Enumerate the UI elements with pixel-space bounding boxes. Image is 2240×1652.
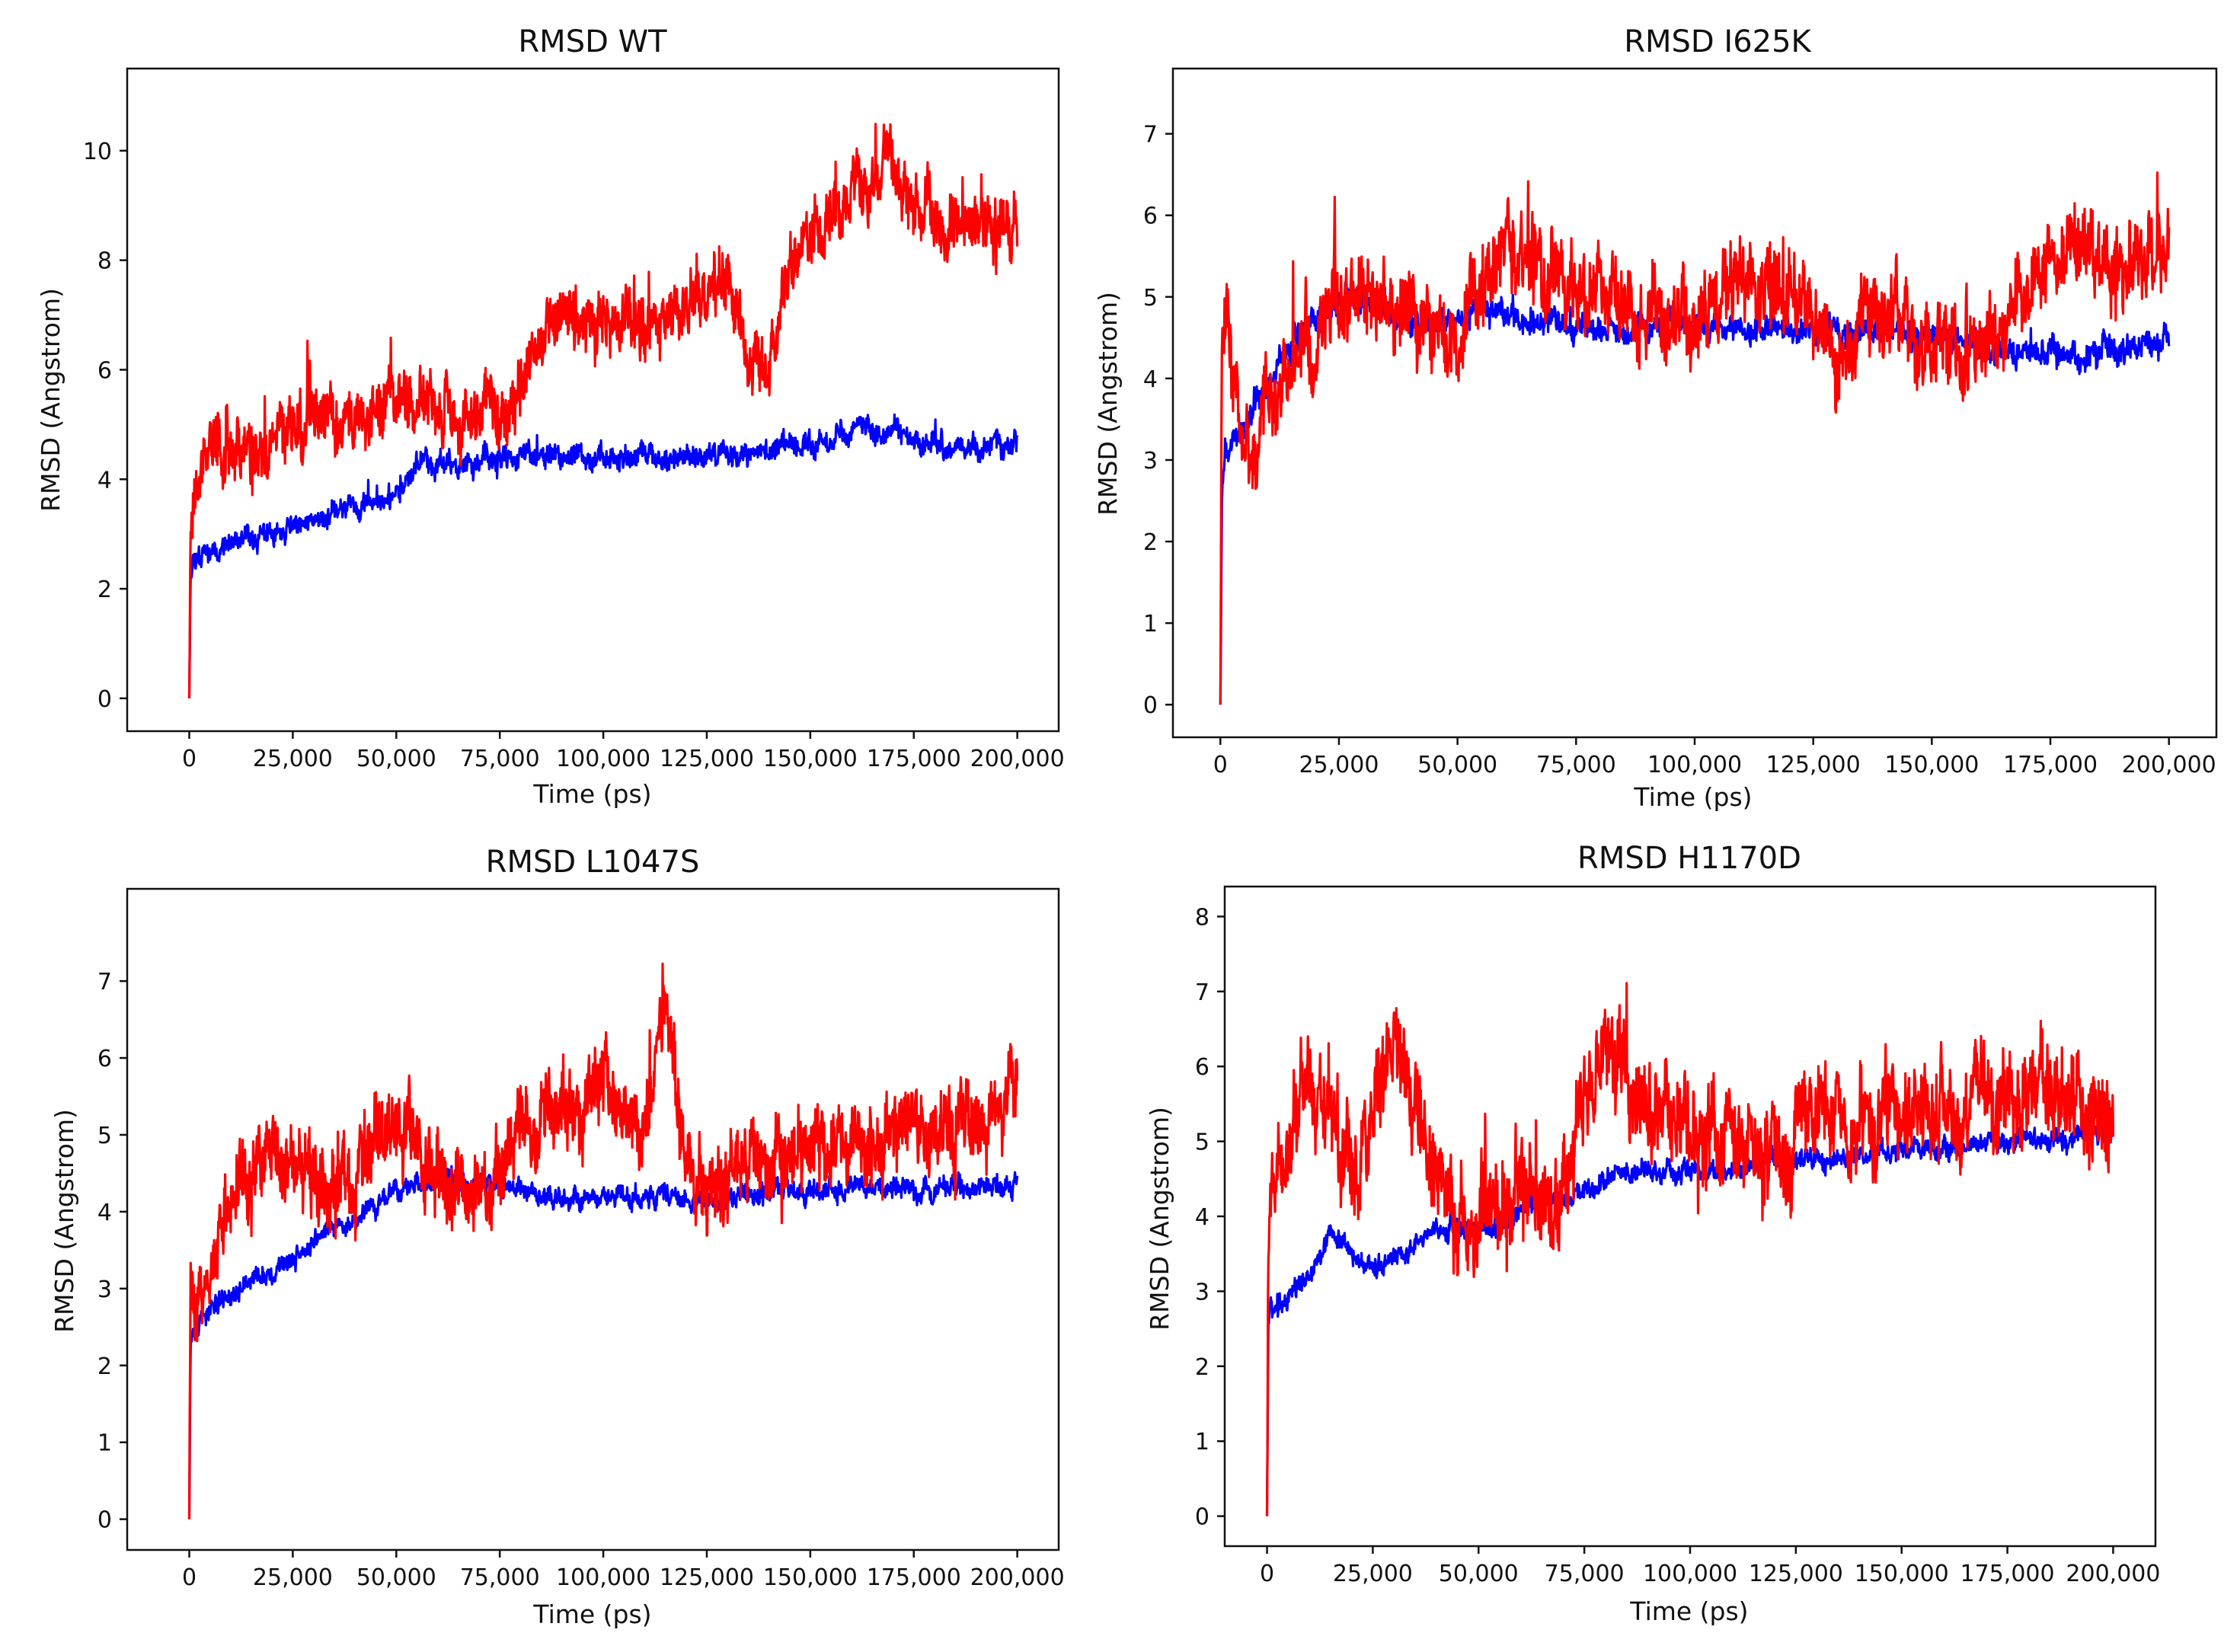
x-tick-label: 25,000 — [1299, 752, 1379, 778]
x-tick-label: 150,000 — [763, 1564, 858, 1591]
x-tick-label: 25,000 — [1333, 1561, 1413, 1587]
y-tick-label: 7 — [1143, 122, 1158, 149]
x-tick-label: 175,000 — [867, 746, 961, 772]
x-tick-label: 100,000 — [1643, 1561, 1737, 1587]
chart-title: RMSD WT — [518, 24, 667, 59]
series-line-blue — [1265, 1117, 2115, 1516]
chart-title: RMSD L1047S — [486, 845, 700, 880]
x-tick-label: 0 — [1260, 1561, 1274, 1587]
x-tick-label: 150,000 — [1884, 752, 1979, 778]
y-tick-label: 4 — [1195, 1204, 1209, 1231]
series-line-blue — [187, 1165, 1019, 1519]
rmsd-l1047s-chart: RMSD L1047S Time (ps) RMSD (Angstrom) 0 2… — [50, 845, 1065, 1629]
x-tick-label: 100,000 — [556, 746, 650, 772]
x-tick-label: 150,000 — [763, 746, 858, 772]
x-tick-label: 75,000 — [1545, 1561, 1625, 1587]
y-tick-label: 2 — [97, 577, 112, 603]
x-tick-label: 50,000 — [356, 746, 436, 772]
x-tick-label: 0 — [182, 746, 197, 772]
x-tick-label: 200,000 — [970, 1564, 1065, 1591]
x-tick-label: 125,000 — [1749, 1561, 1843, 1587]
chart-title: RMSD I625K — [1624, 24, 1812, 59]
y-tick-label: 0 — [97, 1507, 112, 1534]
y-tick-label: 3 — [1195, 1279, 1209, 1305]
series-line-red — [1265, 982, 2115, 1516]
rmsd-i625k-chart: RMSD I625K Time (ps) RMSD (Angstrom) 0 25… — [1093, 24, 2218, 812]
x-tick-label: 50,000 — [1417, 752, 1497, 778]
y-tick-label: 1 — [1195, 1429, 1209, 1455]
y-axis-label: RMSD (Angstrom) — [50, 1109, 79, 1333]
series-line-blue — [187, 413, 1019, 698]
y-tick-label: 8 — [1195, 904, 1209, 931]
y-tick-label: 3 — [97, 1277, 112, 1303]
series-line-red — [187, 123, 1019, 698]
y-tick-label: 6 — [1195, 1054, 1209, 1081]
x-tick-label: 125,000 — [660, 1564, 754, 1591]
series-line-red — [1219, 171, 2171, 705]
x-tick-label: 75,000 — [1536, 752, 1616, 778]
x-tick-label: 125,000 — [660, 746, 754, 772]
x-tick-label: 200,000 — [970, 746, 1065, 772]
x-axis-label: Time (ps) — [532, 779, 651, 809]
y-tick-label: 7 — [97, 969, 112, 995]
y-tick-label: 0 — [1143, 692, 1158, 719]
y-tick-label: 4 — [1143, 366, 1158, 393]
y-tick-label: 6 — [97, 357, 112, 384]
y-tick-label: 2 — [1195, 1354, 1209, 1381]
chart-title: RMSD H1170D — [1577, 841, 1801, 876]
x-tick-label: 0 — [182, 1564, 197, 1591]
x-tick-label: 150,000 — [1855, 1561, 1949, 1587]
y-tick-label: 4 — [97, 467, 112, 494]
y-axis-label: RMSD (Angstrom) — [36, 288, 66, 512]
plot-frame — [126, 887, 1060, 1551]
y-tick-label: 1 — [1143, 611, 1158, 637]
x-tick-label: 200,000 — [2122, 752, 2216, 778]
y-tick-label: 4 — [97, 1200, 112, 1226]
y-tick-label: 5 — [1143, 285, 1158, 312]
series-line-red — [187, 962, 1019, 1519]
x-axis-label: Time (ps) — [532, 1599, 651, 1629]
rmsd-h1170d-chart: RMSD H1170D Time (ps) RMSD (Angstrom) 0 2… — [1145, 841, 2160, 1626]
y-tick-label: 6 — [97, 1046, 112, 1072]
y-tick-label: 2 — [1143, 529, 1158, 556]
x-tick-label: 175,000 — [2003, 752, 2098, 778]
x-axis-label: Time (ps) — [1629, 1596, 1748, 1626]
x-tick-label: 125,000 — [1766, 752, 1861, 778]
x-tick-label: 25,000 — [253, 746, 333, 772]
x-tick-label: 100,000 — [556, 1564, 650, 1591]
x-tick-label: 0 — [1213, 752, 1228, 778]
y-tick-label: 2 — [97, 1353, 112, 1380]
y-tick-label: 0 — [97, 686, 112, 713]
x-tick-label: 25,000 — [253, 1564, 333, 1591]
x-tick-label: 175,000 — [867, 1564, 961, 1591]
y-tick-label: 3 — [1143, 448, 1158, 475]
plot-frame — [126, 67, 1060, 733]
rmsd-wt-chart: RMSD WT Time (ps) RMSD (Angstrom) 0 25,00… — [36, 24, 1065, 809]
x-tick-label: 75,000 — [460, 746, 540, 772]
y-tick-label: 6 — [1143, 203, 1158, 230]
y-tick-label: 5 — [1195, 1130, 1209, 1156]
y-tick-label: 5 — [97, 1123, 112, 1149]
x-tick-label: 175,000 — [1960, 1561, 2055, 1587]
x-tick-label: 50,000 — [1439, 1561, 1519, 1587]
y-tick-label: 8 — [97, 248, 112, 275]
y-axis-label: RMSD (Angstrom) — [1145, 1107, 1174, 1331]
x-tick-label: 75,000 — [460, 1564, 540, 1591]
x-tick-label: 100,000 — [1647, 752, 1742, 778]
y-tick-label: 0 — [1195, 1504, 1209, 1531]
x-axis-label: Time (ps) — [1633, 782, 1752, 812]
y-tick-label: 10 — [83, 139, 112, 165]
y-tick-label: 1 — [97, 1430, 112, 1457]
x-tick-label: 50,000 — [356, 1564, 436, 1591]
y-tick-label: 7 — [1195, 979, 1209, 1006]
y-axis-label: RMSD (Angstrom) — [1093, 292, 1123, 516]
x-tick-label: 200,000 — [2066, 1561, 2160, 1587]
